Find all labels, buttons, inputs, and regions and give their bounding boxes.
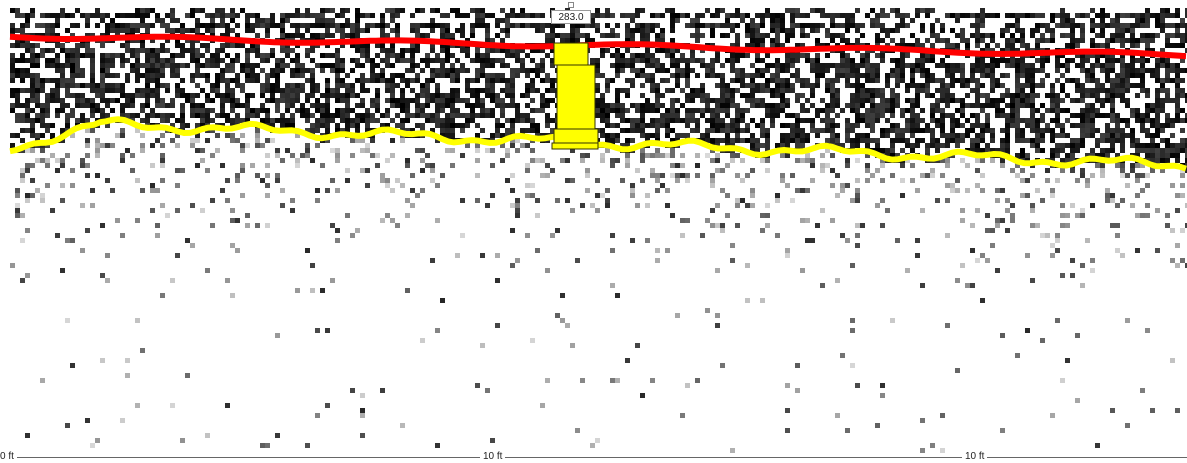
distance-scale-bar: 0 ft 10 ft 10 ft [0,451,1187,463]
scale-tick-label: 10 ft [480,451,506,463]
scale-tick-label: 10 ft [962,451,988,463]
cursor-value-label: 283.0 [551,10,591,24]
cursor-block-base[interactable] [551,142,599,150]
ground-surface-line[interactable] [9,33,1187,60]
cursor-block-middle[interactable] [556,64,596,130]
cursor-drag-handle[interactable] [568,2,574,8]
depth-cursor-marker[interactable] [551,42,599,150]
cursor-block-top[interactable] [553,42,589,66]
scale-line [0,457,1187,458]
scale-tick-label: 0 ft [0,451,17,463]
cursor-block-lower[interactable] [553,128,599,144]
